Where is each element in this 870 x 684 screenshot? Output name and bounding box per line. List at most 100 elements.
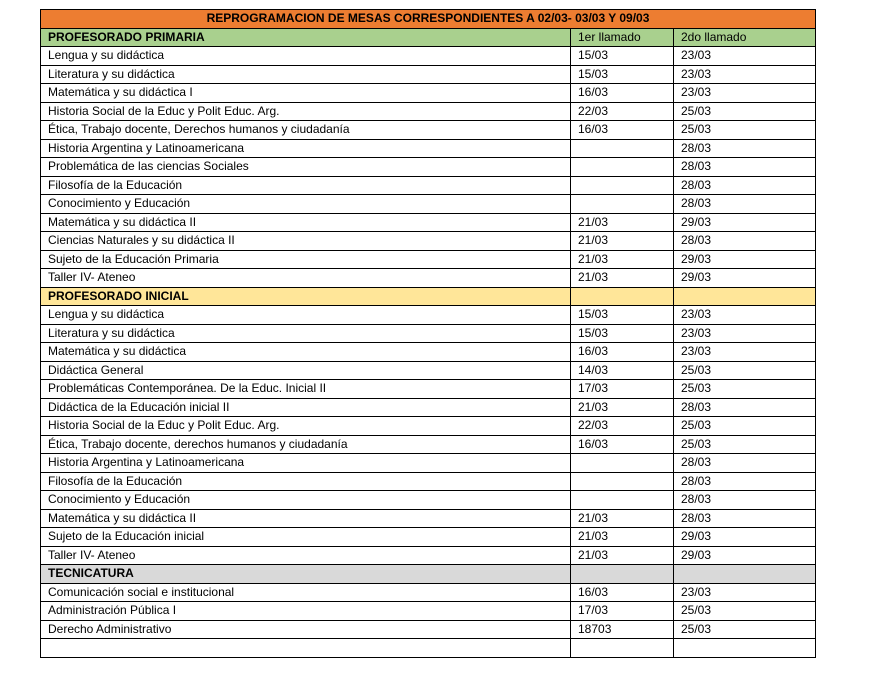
second-call-date: 25/03 — [673, 360, 816, 380]
second-call-date: 23/03 — [673, 342, 816, 362]
second-call-date: 28/03 — [673, 157, 816, 177]
table-row: Lengua y su didáctica 15/03 23/03 — [40, 305, 816, 325]
table-row: Literatura y su didáctica 15/03 23/03 — [40, 64, 816, 84]
section-header-primaria: PROFESORADO PRIMARIA 1er llamado 2do llama… — [40, 27, 816, 47]
subject-cell: Comunicación social e institucional — [40, 582, 571, 602]
first-call-date: 16/03 — [570, 120, 674, 140]
table-row: Historia Argentina y Latinoamericana 28/0… — [40, 453, 816, 473]
first-call-date — [570, 175, 674, 195]
first-call-date: 21/03 — [570, 231, 674, 251]
second-call-date: 28/03 — [673, 138, 816, 158]
subject-cell: Filosofía de la Educación — [40, 471, 571, 491]
table-row: Literatura y su didáctica 15/03 23/03 — [40, 323, 816, 343]
first-call-date: 18703 — [570, 619, 674, 639]
table-row: Sujeto de la Educación inicial 21/03 29/03 — [40, 527, 816, 547]
first-call-date: 22/03 — [570, 416, 674, 436]
schedule-table: REPROGRAMACION DE MESAS CORRESPONDIENTES… — [40, 9, 816, 658]
table-row: Derecho Administrativo 18703 25/03 — [40, 619, 816, 639]
table-row: Historia Argentina y Latinoamericana 28/0… — [40, 138, 816, 158]
first-call-date — [570, 453, 674, 473]
subject-cell: Historia Argentina y Latinoamericana — [40, 138, 571, 158]
second-call-date: 28/03 — [673, 194, 816, 214]
table-row: Matemática y su didáctica II 21/03 28/03 — [40, 508, 816, 528]
table-row — [40, 638, 816, 658]
table-row: Didáctica General 14/03 25/03 — [40, 360, 816, 380]
second-call-date: 28/03 — [673, 490, 816, 510]
first-call-date: 16/03 — [570, 83, 674, 103]
second-call-date: 25/03 — [673, 120, 816, 140]
second-call-date: 23/03 — [673, 323, 816, 343]
first-call-date: 21/03 — [570, 212, 674, 232]
first-call-date: 16/03 — [570, 582, 674, 602]
first-call-date: 21/03 — [570, 397, 674, 417]
second-call-date: 25/03 — [673, 379, 816, 399]
first-call-date: 21/03 — [570, 508, 674, 528]
subject-cell: Matemática y su didáctica II — [40, 508, 571, 528]
subject-cell: Derecho Administrativo — [40, 619, 571, 639]
second-call-date: 23/03 — [673, 64, 816, 84]
subject-cell: Matemática y su didáctica I — [40, 83, 571, 103]
second-call-date: 29/03 — [673, 249, 816, 269]
subject-cell: Administración Pública I — [40, 601, 571, 621]
second-call-date: 23/03 — [673, 46, 816, 66]
first-call-date — [570, 471, 674, 491]
second-call-date: 23/03 — [673, 582, 816, 602]
column-header-1er-llamado — [570, 564, 674, 584]
second-call-date: 28/03 — [673, 508, 816, 528]
section-name: PROFESORADO PRIMARIA — [40, 27, 571, 47]
first-call-date: 17/03 — [570, 379, 674, 399]
first-call-date: 21/03 — [570, 527, 674, 547]
second-call-date: 28/03 — [673, 453, 816, 473]
second-call-date: 29/03 — [673, 527, 816, 547]
table-row: Filosofía de la Educación 28/03 — [40, 471, 816, 491]
table-row: Matemática y su didáctica 16/03 23/03 — [40, 342, 816, 362]
first-call-date: 21/03 — [570, 545, 674, 565]
first-call-date: 21/03 — [570, 268, 674, 288]
second-call-date: 25/03 — [673, 434, 816, 454]
first-call-date: 22/03 — [570, 101, 674, 121]
subject-cell: Ética, Trabajo docente, Derechos humanos… — [40, 120, 571, 140]
subject-cell: Lengua y su didáctica — [40, 46, 571, 66]
subject-cell: Ética, Trabajo docente, derechos humanos… — [40, 434, 571, 454]
first-call-date: 16/03 — [570, 434, 674, 454]
table-row: Matemática y su didáctica II 21/03 29/03 — [40, 212, 816, 232]
second-call-date: 25/03 — [673, 101, 816, 121]
section-name: TECNICATURA — [40, 564, 571, 584]
table-row: Conocimiento y Educación 28/03 — [40, 490, 816, 510]
table-row: Problemática de las ciencias Sociales 28/… — [40, 157, 816, 177]
second-call-date — [673, 638, 816, 658]
table-row: Taller IV- Ateneo 21/03 29/03 — [40, 268, 816, 288]
subject-cell: Historia Social de la Educ y Polit Educ.… — [40, 416, 571, 436]
table-title: REPROGRAMACION DE MESAS CORRESPONDIENTES… — [40, 9, 816, 29]
first-call-date — [570, 138, 674, 158]
subject-cell: Matemática y su didáctica — [40, 342, 571, 362]
second-call-date: 29/03 — [673, 268, 816, 288]
first-call-date: 17/03 — [570, 601, 674, 621]
first-call-date — [570, 157, 674, 177]
table-row: Taller IV- Ateneo 21/03 29/03 — [40, 545, 816, 565]
table-row: Administración Pública I 17/03 25/03 — [40, 601, 816, 621]
second-call-date: 23/03 — [673, 305, 816, 325]
subject-cell: Taller IV- Ateneo — [40, 545, 571, 565]
column-header-2do-llamado — [673, 564, 816, 584]
table-row: Filosofía de la Educación 28/03 — [40, 175, 816, 195]
table-row: Historia Social de la Educ y Polit Educ.… — [40, 416, 816, 436]
column-header-2do-llamado: 2do llamado — [673, 27, 816, 47]
second-call-date: 25/03 — [673, 601, 816, 621]
subject-cell: Historia Social de la Educ y Polit Educ.… — [40, 101, 571, 121]
section-header-inicial: PROFESORADO INICIAL — [40, 286, 816, 306]
second-call-date: 29/03 — [673, 212, 816, 232]
subject-cell: Didáctica General — [40, 360, 571, 380]
subject-cell: Taller IV- Ateneo — [40, 268, 571, 288]
subject-cell: Problemáticas Contemporánea. De la Educ.… — [40, 379, 571, 399]
subject-cell: Ciencias Naturales y su didáctica II — [40, 231, 571, 251]
first-call-date: 15/03 — [570, 305, 674, 325]
section-name: PROFESORADO INICIAL — [40, 286, 571, 306]
second-call-date: 28/03 — [673, 397, 816, 417]
table-row: Conocimiento y Educación 28/03 — [40, 194, 816, 214]
first-call-date — [570, 638, 674, 658]
table-row: Sujeto de la Educación Primaria 21/03 29/0… — [40, 249, 816, 269]
subject-cell — [40, 638, 571, 658]
second-call-date: 28/03 — [673, 231, 816, 251]
table-row: Comunicación social e institucional 16/03… — [40, 582, 816, 602]
